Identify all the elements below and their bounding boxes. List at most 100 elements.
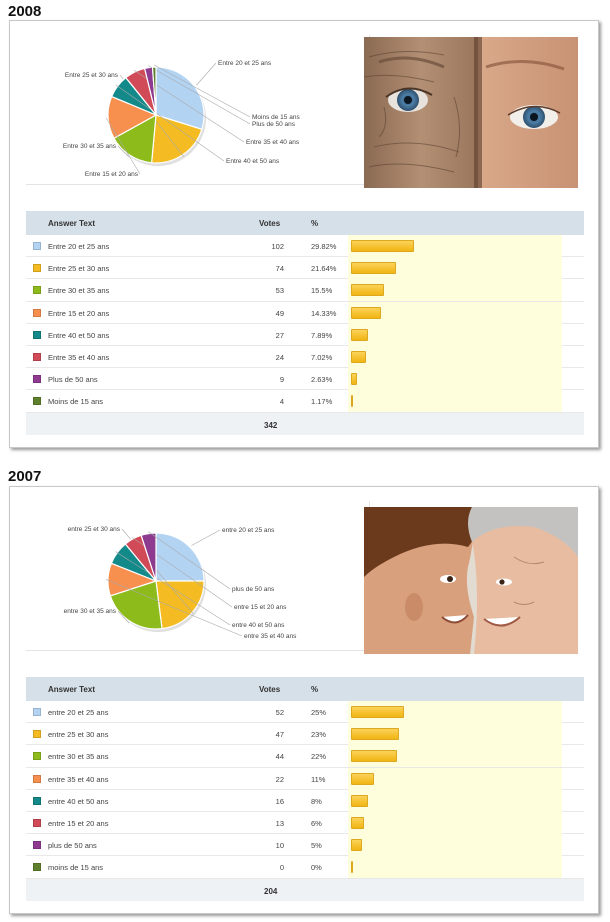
vote-count: 53	[275, 286, 284, 296]
table-row: Entre 35 et 40 ans 24 7.02%	[26, 345, 584, 369]
result-bar	[351, 328, 368, 341]
result-bar	[351, 284, 384, 297]
answer-label: moins de 15 ans	[48, 863, 104, 873]
color-swatch	[33, 330, 41, 339]
table-row: Entre 40 et 50 ans 27 7.89%	[26, 323, 584, 346]
color-swatch	[33, 286, 41, 295]
bar-track	[348, 257, 562, 280]
pie-label: Moins de 15 ans	[252, 114, 300, 121]
vote-count: 47	[275, 730, 284, 740]
table-row: entre 20 et 25 ans 52 25%	[26, 701, 584, 724]
result-bar	[351, 373, 357, 386]
vote-count: 74	[275, 264, 284, 274]
table-row: Entre 25 et 30 ans 74 21.64%	[26, 257, 584, 280]
color-swatch	[33, 397, 41, 406]
table-header: Answer Text Votes %	[26, 677, 584, 701]
vote-count: 0	[279, 863, 284, 873]
table-footer: 342	[26, 412, 584, 435]
result-bar	[351, 772, 375, 785]
percent-header: %	[311, 685, 319, 694]
vote-count: 4	[279, 397, 284, 407]
photo-2007	[364, 507, 578, 654]
answer-label: plus de 50 ans	[48, 841, 97, 851]
result-bar	[351, 861, 353, 874]
answer-label: entre 20 et 25 ans	[48, 708, 109, 717]
pie-leader-line	[148, 65, 251, 125]
pie-slice	[155, 580, 205, 630]
pie-leader-line	[154, 64, 251, 118]
vote-count: 24	[275, 352, 284, 362]
vote-count: 102	[271, 242, 284, 251]
votes-header: Votes	[259, 219, 281, 228]
pie-label: Plus de 50 ans	[252, 121, 296, 128]
pie-leader-line	[115, 551, 231, 626]
pie-label: entre 15 et 20 ans	[234, 604, 287, 611]
answer-label: entre 40 et 50 ans	[48, 796, 109, 806]
vote-count: 10	[275, 841, 284, 851]
bar-track	[348, 856, 562, 879]
pie-slice	[113, 113, 157, 164]
answer-label: entre 30 et 35 ans	[48, 752, 109, 762]
color-swatch	[33, 774, 41, 783]
table-row: entre 15 et 20 ans 13 6%	[26, 811, 584, 835]
color-swatch	[33, 863, 41, 872]
pie-label: entre 40 et 50 ans	[232, 622, 285, 629]
bar-track	[348, 745, 562, 768]
result-bar	[351, 728, 400, 741]
pie-slice	[151, 66, 157, 116]
color-swatch	[33, 308, 41, 317]
pie-leader-line	[115, 84, 225, 162]
vote-count: 13	[275, 818, 284, 828]
vote-percent: 7.89%	[311, 330, 333, 340]
vote-count: 9	[279, 375, 284, 385]
color-swatch	[33, 264, 41, 273]
color-swatch	[33, 708, 41, 716]
pie-label: entre 20 et 25 ans	[222, 527, 275, 534]
pie-label: Entre 20 et 25 ans	[218, 60, 272, 67]
table-header: Answer Text Votes %	[26, 211, 584, 235]
bar-track	[348, 323, 562, 346]
answer-header: Answer Text	[48, 219, 95, 228]
pie-leader-line	[117, 610, 130, 624]
results-table-2008: Answer Text Votes % Entre 20 et 25 ans 10…	[26, 211, 584, 435]
vote-percent: 29.82%	[311, 242, 337, 251]
answer-label: Entre 40 et 50 ans	[48, 330, 110, 340]
pie-leader-line	[191, 529, 221, 546]
vote-percent: 22%	[311, 752, 327, 762]
result-bar	[351, 750, 398, 763]
bar-track	[348, 723, 562, 746]
bar-track	[348, 235, 562, 257]
percent-header: %	[311, 219, 319, 228]
pie-label: Entre 25 et 30 ans	[65, 72, 119, 79]
result-bar	[351, 350, 366, 363]
answer-label: entre 35 et 40 ans	[48, 774, 109, 784]
table-row: entre 40 et 50 ans 16 8%	[26, 789, 584, 812]
bar-track	[348, 767, 562, 790]
pie-label: Entre 35 et 40 ans	[246, 139, 300, 146]
color-swatch	[33, 818, 41, 827]
color-swatch	[33, 730, 41, 739]
vote-count: 27	[275, 330, 284, 340]
table-row: plus de 50 ans 10 5%	[26, 834, 584, 857]
pie-slice	[155, 532, 205, 582]
bar-track	[348, 390, 562, 413]
vote-percent: 15.5%	[311, 286, 333, 296]
vote-percent: 2.63%	[311, 375, 333, 385]
pie-leader-line	[105, 117, 141, 175]
table-row: entre 30 et 35 ans 44 22%	[26, 745, 584, 768]
table-row: Entre 30 et 35 ans 53 15.5%	[26, 279, 584, 302]
color-swatch	[33, 352, 41, 361]
table-footer: 204	[26, 878, 584, 901]
year-title-2007: 2007	[8, 468, 42, 485]
pie-label: Entre 30 et 35 ans	[63, 143, 117, 150]
vote-count: 16	[275, 796, 284, 806]
poll-panel-2007: entre 20 et 25 ans entre 25 et 30 ans entr…	[9, 486, 599, 914]
result-bar	[351, 262, 397, 275]
vote-percent: 11%	[311, 774, 326, 784]
answer-label: Entre 25 et 30 ans	[48, 264, 110, 274]
total-votes: 342	[264, 420, 278, 430]
pie-chart-2007: entre 20 et 25 ans entre 25 et 30 ans entr…	[26, 501, 370, 651]
color-swatch	[33, 841, 41, 850]
color-swatch	[33, 242, 41, 250]
bar-track	[348, 368, 562, 391]
